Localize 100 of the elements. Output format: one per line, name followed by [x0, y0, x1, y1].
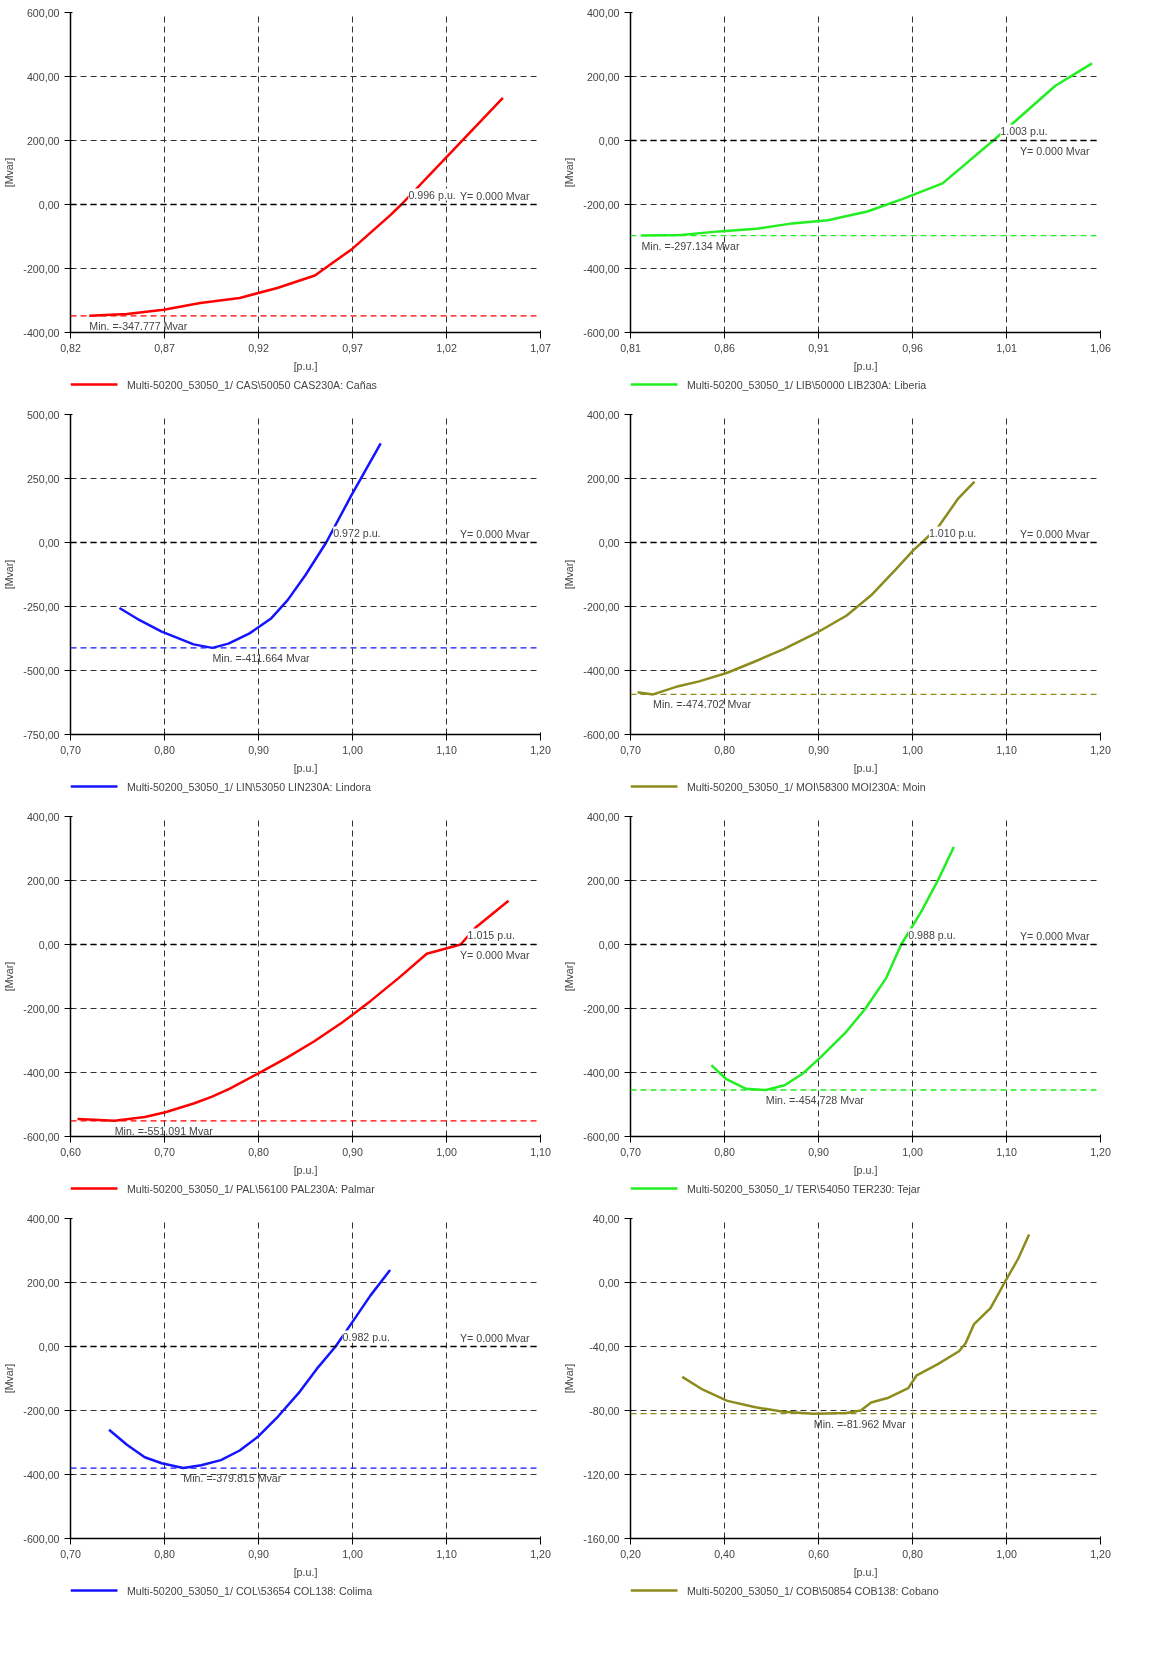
y-tick-label: -500,00 — [23, 664, 60, 677]
y-tick-label: -200,00 — [583, 600, 620, 613]
y-tick-label: 200,00 — [26, 1276, 60, 1289]
legend-label: Multi-50200_53050_1/ LIN\53050 LIN230A: Lindora — [126, 780, 372, 793]
y-axis-title: [Mvar] — [563, 961, 576, 992]
x-tick-label: 1,10 — [436, 1547, 457, 1560]
y-tick-label: -400,00 — [23, 1468, 60, 1481]
y-axis-title: [Mvar] — [3, 559, 16, 590]
annotation: 1.003 p.u. — [1000, 124, 1048, 137]
y-tick-label: 0,00 — [38, 938, 60, 951]
annotation: 1.010 p.u. — [928, 526, 977, 539]
annotation: Min. =-379.815 Mvar — [183, 1472, 282, 1485]
x-tick-label: 1,01 — [996, 341, 1017, 354]
y-tick-label: 400,00 — [26, 70, 60, 83]
y-axis-title: [Mvar] — [563, 157, 576, 188]
ref-line-label: Y= 0.000 Mvar — [459, 1331, 530, 1344]
annotation: Min. =-474.702 Mvar — [653, 698, 752, 711]
y-tick-label: -80,00 — [589, 1404, 620, 1417]
x-tick-label: 0,87 — [154, 341, 175, 354]
legend-label: Multi-50200_53050_1/ TER\54050 TER230: Tejar — [686, 1182, 921, 1195]
x-tick-label: 1,20 — [530, 743, 551, 756]
y-tick-label: -250,00 — [23, 600, 60, 613]
x-tick-label: 0,80 — [154, 743, 175, 756]
annotation: Min. =-411.664 Mvar — [212, 651, 311, 664]
y-tick-label: 400,00 — [586, 6, 620, 19]
y-tick-label: -600,00 — [583, 326, 620, 339]
x-tick-label: 0,80 — [902, 1547, 923, 1560]
y-tick-label: 0,00 — [598, 1276, 620, 1289]
y-tick-label: 400,00 — [586, 408, 620, 421]
annotation: 1.015 p.u. — [467, 928, 516, 941]
y-axis-title: [Mvar] — [563, 1363, 576, 1394]
x-tick-label: 1,20 — [1090, 1547, 1111, 1560]
x-tick-label: 1,10 — [996, 743, 1017, 756]
x-tick-label: 1,07 — [530, 341, 551, 354]
x-tick-label: 0,70 — [60, 743, 81, 756]
y-tick-label: 600,00 — [26, 6, 60, 19]
x-tick-label: 0,91 — [808, 341, 829, 354]
legend-label: Multi-50200_53050_1/ LIB\50000 LIB230A: Liberia — [686, 378, 927, 391]
x-tick-label: 0,20 — [620, 1547, 641, 1560]
y-tick-label: -400,00 — [23, 1066, 60, 1079]
x-tick-label: 0,97 — [342, 341, 363, 354]
x-tick-label: 1,20 — [1090, 1145, 1111, 1158]
annotation: 0.996 p.u. — [408, 188, 456, 201]
ref-line-label: Y= 0.000 Mvar — [1019, 929, 1090, 942]
x-tick-label: 0,90 — [808, 1145, 829, 1158]
x-tick-label: 1,20 — [530, 1547, 551, 1560]
x-tick-label: 0,90 — [248, 743, 269, 756]
x-tick-label: 0,90 — [248, 1547, 269, 1560]
x-axis-title: [p.u.] — [853, 1565, 878, 1578]
y-tick-label: -120,00 — [583, 1468, 620, 1481]
y-tick-label: 400,00 — [26, 1212, 60, 1225]
x-tick-label: 1,00 — [902, 743, 923, 756]
legend-label: Multi-50200_53050_1/ MOI\58300 MOI230A: Moin — [686, 780, 926, 793]
annotation: Min. =-454.728 Mvar — [765, 1094, 865, 1107]
y-tick-label: 40,00 — [592, 1212, 620, 1225]
y-tick-label: -400,00 — [583, 664, 620, 677]
x-axis-title: [p.u.] — [853, 359, 878, 372]
y-tick-label: 200,00 — [586, 472, 620, 485]
y-tick-label: 0,00 — [38, 198, 60, 211]
x-tick-label: 0,60 — [808, 1547, 829, 1560]
y-axis-title: [Mvar] — [3, 157, 16, 188]
x-tick-label: 0,60 — [60, 1145, 81, 1158]
y-tick-label: -600,00 — [23, 1532, 60, 1545]
annotation: Min. =-297.134 Mvar — [641, 239, 740, 252]
legend-label: Multi-50200_53050_1/ CAS\50050 CAS230A: Cañas — [126, 378, 377, 391]
x-tick-label: 0,90 — [808, 743, 829, 756]
x-tick-label: 0,86 — [714, 341, 735, 354]
y-tick-label: 0,00 — [38, 536, 60, 549]
annotation: 0.982 p.u. — [342, 1330, 390, 1343]
ref-line-label: Y= 0.000 Mvar — [459, 948, 530, 961]
ref-line-label: Y= 0.000 Mvar — [1019, 144, 1090, 157]
y-tick-label: -600,00 — [583, 728, 620, 741]
x-tick-label: 0,70 — [154, 1145, 175, 1158]
y-axis-title: [Mvar] — [563, 559, 576, 590]
annotation: Min. =-551.091 Mvar — [114, 1124, 214, 1137]
x-tick-label: 0,82 — [60, 341, 81, 354]
y-tick-label: 0,00 — [598, 536, 620, 549]
x-tick-label: 1,10 — [530, 1145, 551, 1158]
x-axis-title: [p.u.] — [293, 359, 318, 372]
x-tick-label: 1,10 — [996, 1145, 1017, 1158]
legend-label: Multi-50200_53050_1/ COB\50854 COB138: Cobano — [686, 1584, 939, 1597]
x-tick-label: 1,00 — [342, 1547, 363, 1560]
y-tick-label: -40,00 — [589, 1340, 620, 1353]
y-tick-label: -200,00 — [583, 198, 620, 211]
y-tick-label: -600,00 — [23, 1130, 60, 1143]
x-axis-title: [p.u.] — [293, 761, 318, 774]
x-tick-label: 1,20 — [1090, 743, 1111, 756]
y-axis-title: [Mvar] — [3, 961, 16, 992]
ref-line-label: Y= 0.000 Mvar — [459, 527, 530, 540]
y-tick-label: 200,00 — [26, 874, 60, 887]
x-tick-label: 0,81 — [620, 341, 641, 354]
y-tick-label: -400,00 — [583, 1066, 620, 1079]
x-tick-label: 1,10 — [436, 743, 457, 756]
annotation: Min. =-81.962 Mvar — [813, 1417, 907, 1430]
x-tick-label: 0,70 — [60, 1547, 81, 1560]
x-tick-label: 0,96 — [902, 341, 923, 354]
y-tick-label: 400,00 — [586, 810, 620, 823]
x-tick-label: 0,70 — [620, 743, 641, 756]
x-tick-label: 0,40 — [714, 1547, 735, 1560]
x-axis-title: [p.u.] — [293, 1163, 318, 1176]
